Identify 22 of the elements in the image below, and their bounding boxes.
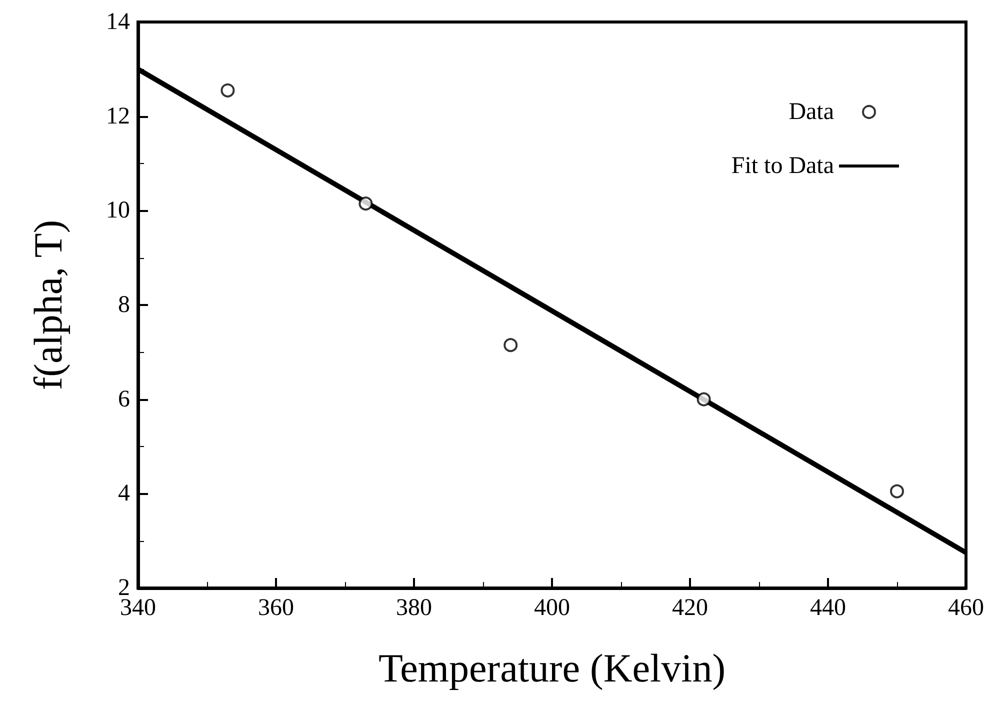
legend-label: Fit to Data bbox=[731, 153, 834, 179]
x-tick-label: 420 bbox=[672, 595, 708, 621]
y-tick-label: 14 bbox=[106, 9, 130, 35]
x-tick-label: 440 bbox=[810, 595, 846, 621]
x-axis-title: Temperature (Kelvin) bbox=[378, 646, 726, 690]
y-tick-label: 4 bbox=[118, 480, 130, 507]
y-tick-label: 12 bbox=[106, 103, 130, 130]
x-tick-label: 340 bbox=[120, 595, 156, 621]
x-tick-label: 380 bbox=[396, 595, 432, 621]
point bbox=[358, 196, 373, 211]
y-tick-label: 10 bbox=[106, 198, 130, 224]
x-tick-label: 400 bbox=[534, 595, 570, 621]
y-tick-label: 8 bbox=[118, 292, 130, 318]
point bbox=[504, 338, 518, 352]
y-axis-title: f(alpha, T) bbox=[26, 220, 70, 390]
x-tick-label: 460 bbox=[948, 595, 984, 621]
point bbox=[220, 83, 235, 98]
legend-label: Data bbox=[788, 99, 834, 125]
point bbox=[890, 484, 904, 498]
y-tick-label: 6 bbox=[118, 386, 130, 412]
x-tick-label: 360 bbox=[258, 595, 294, 621]
point bbox=[696, 392, 711, 406]
